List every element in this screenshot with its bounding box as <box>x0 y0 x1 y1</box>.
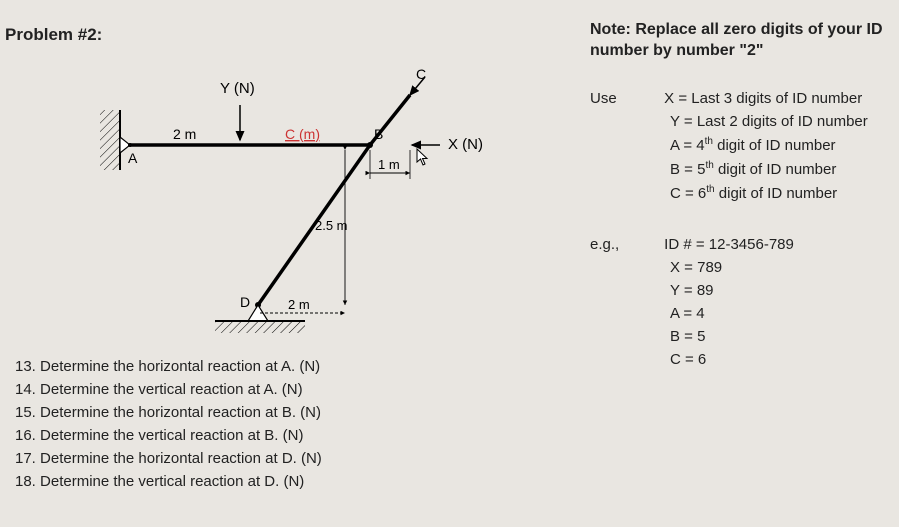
question-17: 17. Determine the horizontal reaction at… <box>15 450 322 467</box>
eg-x: X = 789 <box>670 259 890 276</box>
questions-list: 13. Determine the horizontal reaction at… <box>15 358 322 496</box>
dim-2m-bot: 2 m <box>288 297 310 312</box>
label-B: B <box>374 126 383 142</box>
y-definition: Y = Last 2 digits of ID number <box>670 113 890 130</box>
label-Y: Y (N) <box>220 80 255 97</box>
dim-Cm: C (m) <box>285 126 320 142</box>
cursor-icon <box>416 148 430 169</box>
dim-2-5m: 2.5 m <box>315 218 348 233</box>
x-definition: X = Last 3 digits of ID number <box>664 90 862 107</box>
problem-title: Problem #2: <box>5 25 102 45</box>
question-18: 18. Determine the vertical reaction at D… <box>15 473 322 490</box>
label-X: X (N) <box>448 136 483 153</box>
eg-c: C = 6 <box>670 351 890 368</box>
label-D: D <box>240 294 250 310</box>
label-C: C <box>416 66 426 82</box>
question-13: 13. Determine the horizontal reaction at… <box>15 358 322 375</box>
dim-1m: 1 m <box>378 157 400 172</box>
question-16: 16. Determine the vertical reaction at B… <box>15 427 322 444</box>
label-A: A <box>128 150 138 166</box>
eg-b: B = 5 <box>670 328 890 345</box>
note-heading: Note: Replace all zero digits of your ID… <box>590 20 890 62</box>
c-definition: C = 6th digit of ID number <box>670 184 890 202</box>
structural-diagram: A B C D Y (N) X (N) <box>100 55 500 355</box>
eg-label: e.g., <box>590 236 660 253</box>
eg-a: A = 4 <box>670 305 890 322</box>
question-15: 15. Determine the horizontal reaction at… <box>15 404 322 421</box>
question-14: 14. Determine the vertical reaction at A… <box>15 381 322 398</box>
eg-id: ID # = 12-3456-789 <box>664 236 794 253</box>
use-label: Use <box>590 90 660 107</box>
a-definition: A = 4th digit of ID number <box>670 136 890 154</box>
dim-2m-top: 2 m <box>173 126 196 142</box>
note-panel: Note: Replace all zero digits of your ID… <box>590 20 890 368</box>
b-definition: B = 5th digit of ID number <box>670 160 890 178</box>
eg-y: Y = 89 <box>670 282 890 299</box>
